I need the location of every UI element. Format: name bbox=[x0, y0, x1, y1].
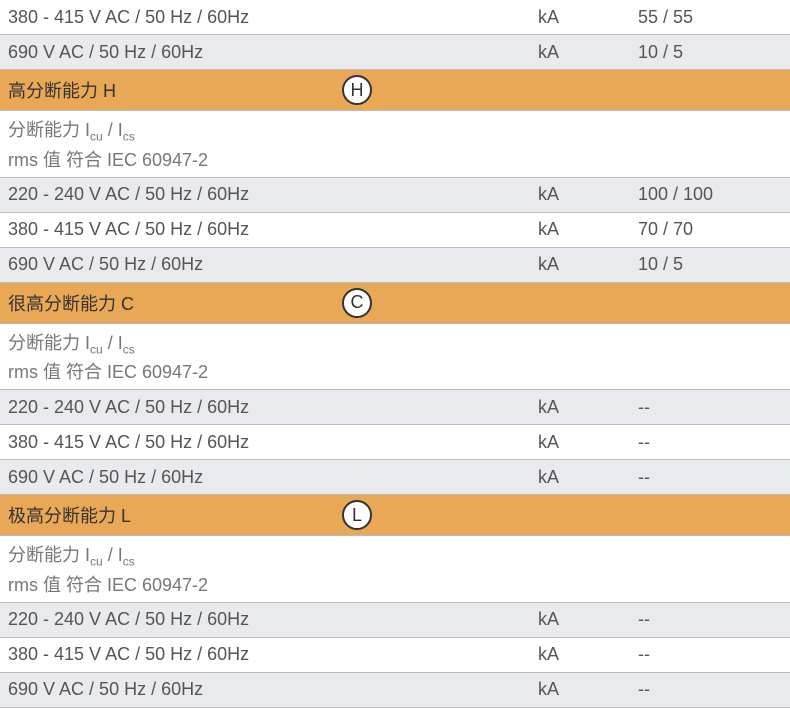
row-label: 220 - 240 V AC / 50 Hz / 60Hz bbox=[8, 609, 338, 630]
row-unit: kA bbox=[538, 397, 638, 418]
row-value: -- bbox=[638, 679, 782, 700]
section-title: 高分断能力 H bbox=[8, 77, 338, 103]
section-header-c: 很高分断能力 C C bbox=[0, 283, 790, 324]
formula-line: 分断能力 Icu / Ics bbox=[8, 116, 135, 144]
row-label: 690 V AC / 50 Hz / 60Hz bbox=[8, 42, 338, 63]
row-label: 690 V AC / 50 Hz / 60Hz bbox=[8, 254, 338, 275]
row-value: -- bbox=[638, 467, 782, 488]
section-subheader: 分断能力 Icu / Ics rms 值 符合 IEC 60947-2 bbox=[0, 111, 790, 178]
row-label: 690 V AC / 50 Hz / 60Hz bbox=[8, 679, 338, 700]
row-label: 380 - 415 V AC / 50 Hz / 60Hz bbox=[8, 644, 338, 665]
table-row: 220 - 240 V AC / 50 Hz / 60Hz kA -- bbox=[0, 390, 790, 425]
badge-h-icon: H bbox=[342, 75, 372, 105]
badge-c-icon: C bbox=[342, 288, 372, 318]
row-label: 220 - 240 V AC / 50 Hz / 60Hz bbox=[8, 397, 338, 418]
row-label: 380 - 415 V AC / 50 Hz / 60Hz bbox=[8, 219, 338, 240]
row-value: -- bbox=[638, 644, 782, 665]
badge-l-icon: L bbox=[342, 500, 372, 530]
table-row: 380 - 415 V AC / 50 Hz / 60Hz kA -- bbox=[0, 638, 790, 673]
row-unit: kA bbox=[538, 254, 638, 275]
standard-line: rms 值 符合 IEC 60947-2 bbox=[8, 571, 208, 597]
section-subheader: 分断能力 Icu / Ics rms 值 符合 IEC 60947-2 bbox=[0, 536, 790, 603]
row-unit: kA bbox=[538, 467, 638, 488]
standard-line: rms 值 符合 IEC 60947-2 bbox=[8, 358, 208, 384]
row-value: 10 / 5 bbox=[638, 254, 782, 275]
row-value: 70 / 70 bbox=[638, 219, 782, 240]
table-row: 690 V AC / 50 Hz / 60Hz kA -- bbox=[0, 673, 790, 708]
row-value: 10 / 5 bbox=[638, 42, 782, 63]
row-unit: kA bbox=[538, 679, 638, 700]
row-unit: kA bbox=[538, 644, 638, 665]
table-row: 380 - 415 V AC / 50 Hz / 60Hz kA -- bbox=[0, 425, 790, 460]
section-title: 极高分断能力 L bbox=[8, 502, 338, 528]
table-row: 690 V AC / 50 Hz / 60Hz kA 10 / 5 bbox=[0, 248, 790, 283]
row-unit: kA bbox=[538, 609, 638, 630]
row-unit: kA bbox=[538, 184, 638, 205]
row-unit: kA bbox=[538, 219, 638, 240]
spec-table: 380 - 415 V AC / 50 Hz / 60Hz kA 55 / 55… bbox=[0, 0, 790, 708]
table-row: 220 - 240 V AC / 50 Hz / 60Hz kA 100 / 1… bbox=[0, 178, 790, 213]
row-unit: kA bbox=[538, 42, 638, 63]
row-unit: kA bbox=[538, 432, 638, 453]
row-unit: kA bbox=[538, 7, 638, 28]
section-header-l: 极高分断能力 L L bbox=[0, 495, 790, 536]
table-row: 690 V AC / 50 Hz / 60Hz kA -- bbox=[0, 460, 790, 495]
section-header-h: 高分断能力 H H bbox=[0, 70, 790, 111]
row-value: 100 / 100 bbox=[638, 184, 782, 205]
row-value: -- bbox=[638, 397, 782, 418]
table-row: 380 - 415 V AC / 50 Hz / 60Hz kA 55 / 55 bbox=[0, 0, 790, 35]
row-value: -- bbox=[638, 432, 782, 453]
formula-line: 分断能力 Icu / Ics bbox=[8, 329, 135, 357]
table-row: 220 - 240 V AC / 50 Hz / 60Hz kA -- bbox=[0, 603, 790, 638]
row-value: -- bbox=[638, 609, 782, 630]
standard-line: rms 值 符合 IEC 60947-2 bbox=[8, 146, 208, 172]
row-label: 380 - 415 V AC / 50 Hz / 60Hz bbox=[8, 432, 338, 453]
table-row: 380 - 415 V AC / 50 Hz / 60Hz kA 70 / 70 bbox=[0, 213, 790, 248]
row-label: 220 - 240 V AC / 50 Hz / 60Hz bbox=[8, 184, 338, 205]
section-subheader: 分断能力 Icu / Ics rms 值 符合 IEC 60947-2 bbox=[0, 324, 790, 391]
formula-line: 分断能力 Icu / Ics bbox=[8, 541, 135, 569]
row-label: 690 V AC / 50 Hz / 60Hz bbox=[8, 467, 338, 488]
table-row: 690 V AC / 50 Hz / 60Hz kA 10 / 5 bbox=[0, 35, 790, 70]
row-label: 380 - 415 V AC / 50 Hz / 60Hz bbox=[8, 7, 338, 28]
row-value: 55 / 55 bbox=[638, 7, 782, 28]
section-title: 很高分断能力 C bbox=[8, 290, 338, 316]
